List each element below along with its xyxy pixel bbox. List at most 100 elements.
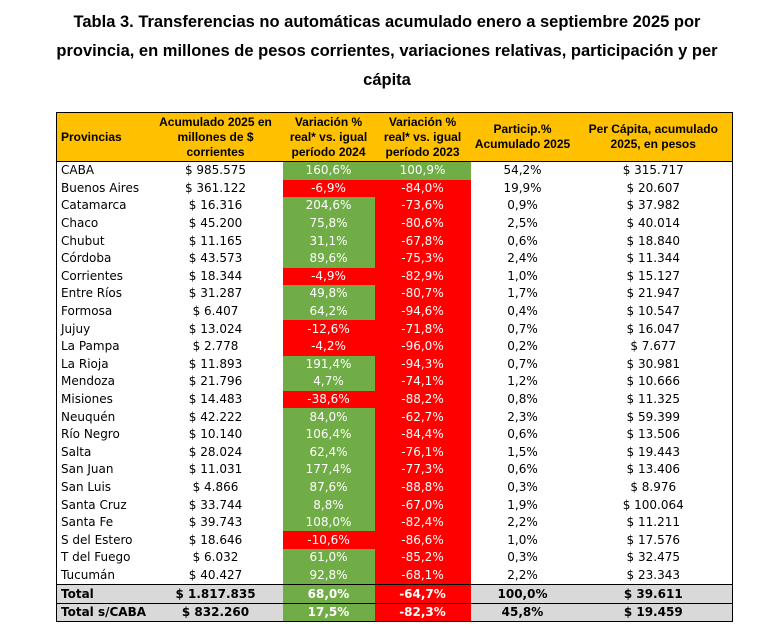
cell-per-capita: $ 11.325 [626, 392, 680, 407]
cell-var-2024: 87,6% [282, 478, 375, 497]
table-row: Santa Fe $ 39.743 108,0% -82,4% 2,2% $ 11.211 [57, 513, 733, 532]
cell-var-2024: 61,0% [282, 549, 375, 567]
cell-provincia: Neuquén [61, 409, 116, 424]
cell-provincia: T del Fuego [61, 550, 131, 565]
cell-provincia: San Luis [61, 479, 112, 494]
cell-var-2023: -74,1% [374, 373, 471, 391]
cell-acumulado: $ 28.024 [188, 444, 243, 459]
cell-per-capita: $ 37.982 [626, 198, 680, 213]
cell-per-capita: $ 100.064 [622, 497, 684, 512]
cell-var-2023: -88,2% [374, 390, 471, 409]
table-title: Tabla 3. Transferencias no automáticas a… [56, 13, 718, 89]
cell-acumulado: $ 1.817.835 [148, 584, 283, 604]
cell-acumulado: $ 11.165 [188, 233, 243, 248]
cell-per-capita: $ 13.406 [626, 462, 680, 477]
cell-participacion: 0,7% [507, 321, 538, 336]
cell-acumulado: $ 11.893 [188, 356, 243, 371]
total-row: Total $ 1.817.835 68,0% -64,7% 100,0% $ 39.61… [56, 584, 733, 604]
cell-var-2023: -82,4% [374, 513, 471, 532]
cell-per-capita: $ 32.475 [626, 550, 680, 565]
cell-var-2023: -80,7% [374, 285, 471, 303]
cell-provincia: Entre Ríos [61, 286, 123, 301]
cell-var-2024: 89,6% [282, 249, 375, 268]
cell-participacion: 2,2% [507, 567, 538, 582]
cell-participacion: 0,7% [507, 356, 538, 371]
cell-provincia: Jujuy [61, 321, 91, 336]
cell-var-2023: -96,0% [374, 337, 471, 356]
cell-per-capita: $ 16.047 [626, 321, 680, 336]
cell-provincia: Santa Cruz [61, 497, 127, 512]
header-participacion: Particip.% Acumulado 2025 [470, 112, 575, 162]
header-row: Provincias Acumulado 2025 en millones de… [56, 112, 733, 162]
cell-provincia: Total s/CABA [56, 602, 149, 622]
total-row: Total s/CABA $ 832.260 17,5% -82,3% 45,8% $ 1… [56, 602, 733, 622]
cell-participacion: 1,5% [507, 444, 538, 459]
table-row: Río Negro $ 10.140 106,4% -84,4% 0,6% $ 13.50… [57, 425, 733, 444]
cell-provincia: Buenos Aires [61, 180, 140, 195]
cell-per-capita: $ 40.014 [626, 216, 680, 231]
cell-provincia: Misiones [61, 392, 113, 407]
cell-var-2023: -73,6% [374, 197, 471, 215]
cell-acumulado: $ 6.032 [192, 550, 239, 565]
cell-participacion: 0,2% [507, 339, 538, 354]
cell-per-capita: $ 13.506 [626, 427, 680, 442]
cell-var-2024: -10,6% [282, 531, 375, 550]
cell-per-capita: $ 7.677 [630, 339, 677, 354]
cell-var-2023: -82,3% [374, 602, 471, 622]
table-row: Neuquén $ 42.222 84,0% -62,7% 2,3% $ 59.399 [57, 408, 733, 426]
cell-participacion: 0,3% [507, 479, 538, 494]
table-row: Buenos Aires $ 361.122 -6,9% -84,0% 19,9% $ 2… [57, 179, 733, 198]
cell-var-2023: 100,9% [374, 161, 471, 180]
cell-participacion: 100,0% [470, 584, 575, 604]
cell-var-2023: -67,8% [374, 232, 471, 250]
cell-participacion: 0,4% [507, 304, 538, 319]
cell-var-2024: 17,5% [282, 602, 375, 622]
cell-per-capita: $ 20.607 [626, 180, 680, 195]
cell-var-2024: 108,0% [282, 513, 375, 532]
cell-var-2023: -67,0% [374, 496, 471, 514]
cell-var-2024: 84,0% [282, 408, 375, 426]
cell-var-2024: 68,0% [282, 584, 375, 604]
cell-var-2023: -75,3% [374, 249, 471, 268]
cell-acumulado: $ 832.260 [148, 602, 283, 622]
cell-var-2023: -64,7% [374, 584, 471, 604]
cell-per-capita: $ 21.947 [626, 286, 680, 301]
cell-acumulado: $ 10.140 [188, 427, 243, 442]
cell-participacion: 1,2% [507, 374, 538, 389]
table-row: Chaco $ 45.200 75,8% -80,6% 2,5% $ 40.014 [57, 214, 733, 233]
cell-per-capita: $ 23.343 [626, 567, 680, 582]
cell-participacion: 0,8% [507, 392, 538, 407]
cell-provincia: Córdoba [61, 251, 112, 266]
cell-per-capita: $ 18.840 [626, 233, 680, 248]
cell-provincia: San Juan [61, 462, 114, 477]
cell-participacion: 0,3% [507, 550, 538, 565]
cell-var-2024: 177,4% [282, 461, 375, 479]
cell-provincia: Chaco [61, 216, 99, 231]
cell-per-capita: $ 15.127 [626, 268, 680, 283]
cell-acumulado: $ 13.024 [188, 321, 243, 336]
cell-var-2024: 49,8% [282, 285, 375, 303]
cell-provincia: Corrientes [61, 268, 124, 283]
cell-acumulado: $ 985.575 [184, 163, 247, 178]
cell-acumulado: $ 14.483 [188, 392, 243, 407]
cell-var-2024: -4,9% [282, 267, 375, 286]
cell-participacion: 19,9% [503, 180, 542, 195]
cell-per-capita: $ 8.976 [630, 479, 677, 494]
cell-per-capita: $ 19.459 [574, 602, 733, 622]
cell-var-2023: -94,3% [374, 355, 471, 374]
cell-acumulado: $ 45.200 [188, 216, 243, 231]
cell-provincia: Total [56, 584, 149, 604]
cell-participacion: 0,6% [507, 427, 538, 442]
cell-provincia: CABA [61, 163, 95, 178]
cell-var-2024: 75,8% [282, 214, 375, 233]
cell-var-2024: 64,2% [282, 302, 375, 321]
table-row: Santa Cruz $ 33.744 8,8% -67,0% 1,9% $ 100.06… [57, 496, 733, 514]
cell-acumulado: $ 40.427 [188, 567, 243, 582]
cell-var-2024: -6,9% [282, 179, 375, 198]
cell-provincia: Chubut [61, 233, 105, 248]
cell-var-2023: -84,0% [374, 179, 471, 198]
cell-participacion: 0,9% [507, 198, 538, 213]
cell-provincia: Catamarca [61, 198, 127, 213]
cell-participacion: 45,8% [470, 602, 575, 622]
table-row: CABA $ 985.575 160,6% 100,9% 54,2% $ 315.717 [57, 161, 733, 180]
